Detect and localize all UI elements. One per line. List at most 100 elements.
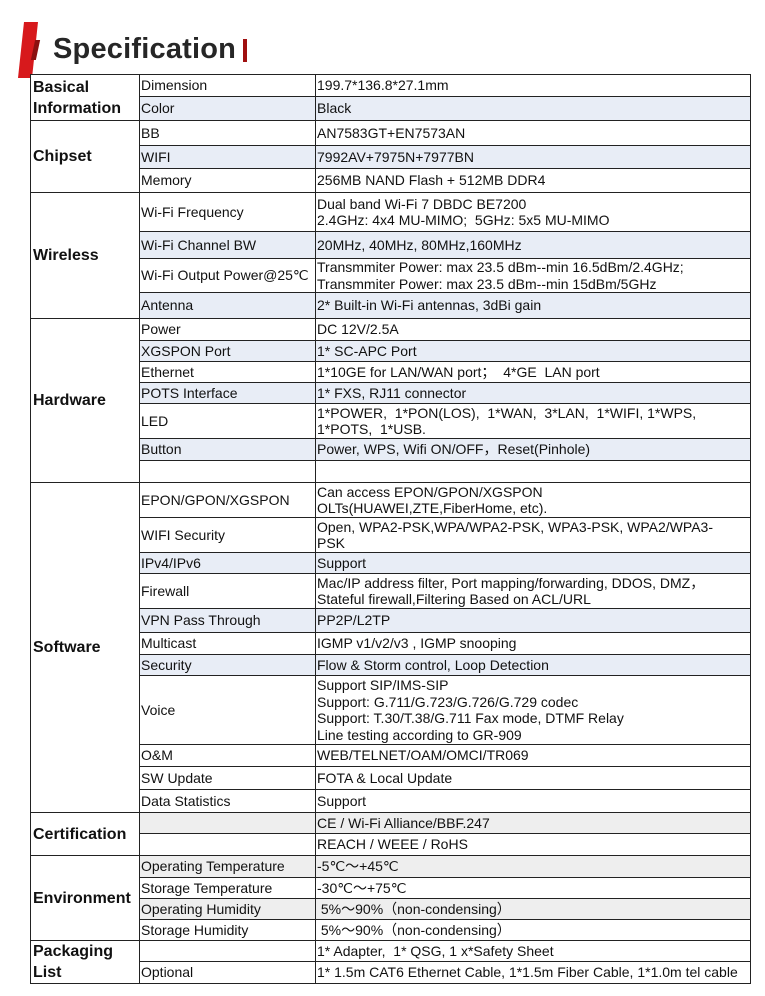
table-row: Basical Information Dimension 199.7*136.8*… [30, 74, 751, 121]
table-row: Chipset BB AN7583GT+EN7573AN [30, 120, 751, 193]
category-cell: Chipset [30, 120, 140, 193]
value-line: 1* 1.5m CAT6 Ethernet Cable, 1*1.5m Fibe… [317, 964, 738, 981]
value-line: WEB/TELNET/OAM/OMCI/TR069 [317, 747, 529, 764]
value-cell: Support [315, 789, 751, 813]
parameter-cell: Dimension [139, 74, 316, 97]
table-row: WIFI Security Open, WPA2-PSK,WPA/WPA2-PSK… [31, 517, 751, 553]
value-line: Transmmiter Power: max 23.5 dBm--min 16.… [317, 259, 684, 275]
value-line: -30℃～+75℃ [317, 879, 407, 896]
category-cell: Environment [30, 855, 140, 941]
value-line: PSK [317, 535, 346, 551]
category-cell: Basical Information [30, 74, 140, 121]
table-row: LED 1*POWER, 1*PON(LOS), 1*WAN, 3*LAN, 1*… [31, 403, 751, 439]
value-cell: Mac/IP address filter, Port mapping/forw… [315, 573, 751, 609]
red-accent-mark [18, 22, 38, 78]
table-row: Hardware Power DC 12V/2.5A [30, 318, 751, 483]
parameter-cell: Voice [139, 675, 316, 745]
parameter-cell: WIFI [139, 145, 316, 169]
value-line: 7992AV+7975N+7977BN [317, 148, 474, 165]
value-line: Support [317, 792, 367, 809]
value-line: Support [317, 554, 367, 571]
value-cell: Power, WPS, Wifi ON/OFF，Reset(Pinhole) [315, 438, 751, 461]
parameter-cell [139, 833, 316, 856]
value-line: REACH / WEEE / RoHS [317, 836, 468, 853]
parameter-cell: Operating Humidity [139, 898, 316, 920]
value-line: Mac/IP address filter, Port mapping/forw… [317, 574, 705, 591]
value-line: Open, WPA2-PSK,WPA/WPA2-PSK, WPA3-PSK, W… [317, 518, 713, 535]
value-line: 20MHz, 40MHz, 80MHz,160MHz [317, 236, 522, 253]
value-cell: Black [315, 96, 751, 121]
value-cell: 5%～90%（non-condensing） [315, 919, 751, 941]
category-cell: Wireless [30, 192, 140, 319]
value-cell: DC 12V/2.5A [315, 318, 751, 341]
table-row: Operating Humidity 5%～90%（non-condensing… [31, 898, 751, 920]
parameter-cell: Memory [139, 168, 316, 193]
parameter-cell: Wi-Fi Channel BW [139, 231, 316, 259]
value-cell: CE / Wi-Fi Alliance/BBF.247 [315, 812, 751, 834]
page-title: Specification [53, 33, 237, 65]
value-cell: 1* 1.5m CAT6 Ethernet Cable, 1*1.5m Fibe… [315, 961, 751, 984]
value-cell: 256MB NAND Flash + 512MB DDR4 [315, 168, 751, 193]
title-divider [243, 39, 247, 62]
value-line: OLTs(HUAWEI,ZTE,FiberHome, etc). [317, 500, 548, 516]
value-cell: -30℃～+75℃ [315, 877, 751, 899]
parameter-cell: Ethernet [139, 361, 316, 383]
parameter-cell: WIFI Security [139, 517, 316, 553]
parameter-cell: Firewall [139, 573, 316, 609]
value-cell: -5℃～+45℃ [315, 855, 751, 878]
table-row: Memory 256MB NAND Flash + 512MB DDR4 [31, 168, 751, 193]
table-row: Storage Temperature -30℃～+75℃ [31, 877, 751, 899]
value-line: Power, WPS, Wifi ON/OFF，Reset(Pinhole) [317, 441, 591, 458]
value-cell [315, 460, 751, 483]
value-line: CE / Wi-Fi Alliance/BBF.247 [317, 814, 490, 831]
value-cell: Flow & Storm control, Loop Detection [315, 654, 751, 676]
value-cell: 1* Adapter, 1* QSG, 1 x*Safety Sheet [315, 940, 751, 962]
parameter-cell: Operating Temperature [139, 855, 316, 878]
value-line: 256MB NAND Flash + 512MB DDR4 [317, 172, 546, 189]
value-line: 5%～90%（non-condensing） [317, 900, 511, 917]
table-row: Optional 1* 1.5m CAT6 Ethernet Cable, 1*1… [31, 961, 751, 984]
value-cell: 7992AV+7975N+7977BN [315, 145, 751, 169]
value-line: 5%～90%（non-condensing） [317, 921, 511, 938]
value-cell: 1*10GE for LAN/WAN port； 4*GE LAN port [315, 361, 751, 383]
table-row: Wireless Wi-Fi Frequency Dual band Wi-Fi 7… [30, 192, 751, 319]
value-line: Support SIP/IMS-SIP [317, 677, 449, 693]
category-cell: Certification [30, 812, 140, 856]
value-line: Can access EPON/GPON/XGSPON [317, 483, 543, 500]
category-cell: Packaging List [30, 940, 140, 984]
value-cell: Dual band Wi-Fi 7 DBDC BE7200 2.4GHz: 4x4… [315, 192, 751, 232]
value-line: AN7583GT+EN7573AN [317, 124, 466, 141]
value-line: Stateful firewall,Filtering Based on ACL… [317, 591, 591, 607]
table-row: Wi-Fi Channel BW 20MHz, 40MHz, 80MHz,160M… [31, 231, 751, 259]
parameter-cell: Wi-Fi Output Power@25℃ [139, 258, 316, 293]
value-line: 199.7*136.8*27.1mm [317, 77, 449, 94]
value-cell: 20MHz, 40MHz, 80MHz,160MHz [315, 231, 751, 259]
table-row: O&M WEB/TELNET/OAM/OMCI/TR069 [31, 744, 751, 767]
value-line: PP2P/L2TP [317, 612, 391, 629]
value-line: Support: T.30/T.38/G.711 Fax mode, DTMF … [317, 710, 624, 726]
value-cell: IGMP v1/v2/v3 , IGMP snooping [315, 632, 751, 655]
value-cell: PP2P/L2TP [315, 608, 751, 633]
table-row: VPN Pass Through PP2P/L2TP [31, 608, 751, 633]
table-row: Software EPON/GPON/XGSPON Can access EPON/… [30, 482, 751, 813]
value-line: Line testing according to GR-909 [317, 726, 522, 743]
parameter-cell: Multicast [139, 632, 316, 655]
value-line: 1* Adapter, 1* QSG, 1 x*Safety Sheet [317, 942, 554, 959]
value-cell: AN7583GT+EN7573AN [315, 120, 751, 146]
parameter-cell: POTS Interface [139, 382, 316, 404]
parameter-cell: VPN Pass Through [139, 608, 316, 633]
value-line: 1*POTS, 1*USB. [317, 421, 426, 437]
value-cell: Support SIP/IMS-SIP Support: G.711/G.723/… [315, 675, 751, 745]
parameter-cell: SW Update [139, 766, 316, 790]
value-cell: 2* Built-in Wi-Fi antennas, 3dBi gain [315, 292, 751, 319]
table-row: Storage Humidity 5%～90%（non-condensing） [31, 919, 751, 941]
value-cell: Support [315, 552, 751, 574]
parameter-cell: Security [139, 654, 316, 676]
parameter-cell: XGSPON Port [139, 340, 316, 362]
table-row: Color Black [31, 96, 751, 121]
value-line: 1* FXS, RJ11 connector [317, 384, 467, 401]
parameter-cell: Antenna [139, 292, 316, 319]
value-cell: Transmmiter Power: max 23.5 dBm--min 16.… [315, 258, 751, 293]
parameter-cell: O&M [139, 744, 316, 767]
parameter-cell: Data Statistics [139, 789, 316, 813]
